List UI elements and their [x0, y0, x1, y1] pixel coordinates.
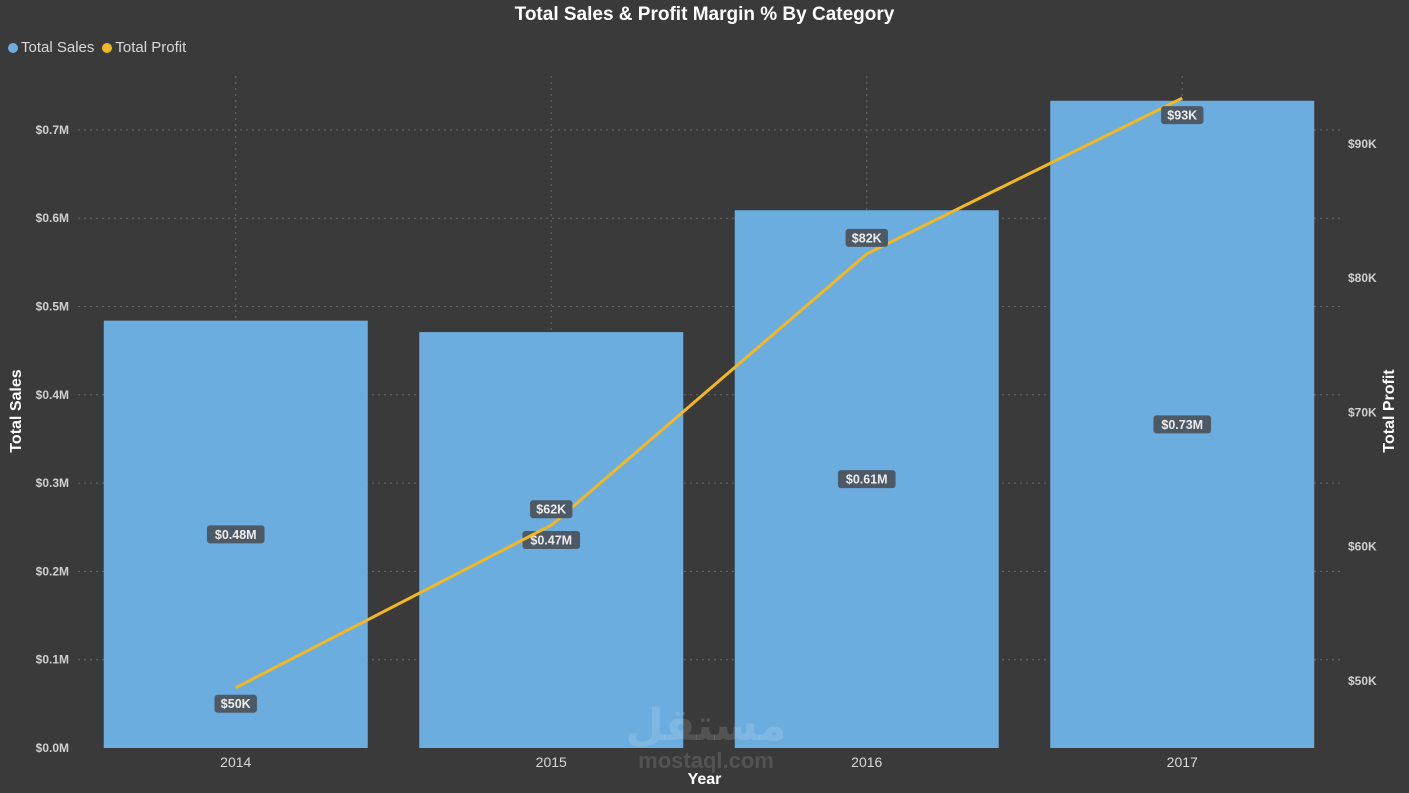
chart-title: Total Sales & Profit Margin % By Categor…: [514, 4, 895, 25]
line-total-profit: [235, 96, 1183, 690]
legend-label-total-profit: Total Profit: [115, 39, 187, 56]
watermark-logo: مستقل: [625, 701, 787, 750]
data-label-total-profit-bg: [845, 228, 888, 247]
legend-marker-total-profit: [102, 42, 113, 53]
data-label-total-sales: $0.48M: [215, 528, 257, 542]
y-tick-label-left: $0.0M: [36, 741, 69, 755]
data-label-total-profit-bg: [530, 500, 573, 519]
data-label-total-profit: $82K: [852, 231, 882, 245]
data-label-total-profit: $62K: [536, 503, 566, 517]
x-tick-label: 2016: [851, 754, 882, 770]
x-tick-label: 2015: [536, 754, 567, 770]
data-label-total-sales-bg: [1153, 415, 1212, 434]
data-label-total-profit: $93K: [1167, 109, 1197, 123]
y-tick-label-left: $0.6M: [36, 211, 69, 225]
data-label-total-sales: $0.73M: [1161, 418, 1203, 432]
legend: Total Sales Total Profit: [8, 39, 194, 56]
x-tick-label: 2017: [1167, 754, 1198, 770]
y-axis-title-right: Total Profit: [1381, 369, 1398, 453]
y-tick-label-left: $0.4M: [36, 388, 69, 402]
y-tick-label-right: $50K: [1348, 674, 1377, 688]
data-label-total-profit-bg: [1161, 106, 1204, 125]
data-label-total-sales-bg: [837, 470, 896, 489]
watermark-url: mostaql.com: [638, 748, 774, 773]
y-tick-label-right: $90K: [1348, 137, 1377, 151]
y-tick-label-right: $70K: [1348, 405, 1377, 419]
y-tick-label-left: $0.2M: [36, 564, 69, 578]
x-axis-title: Year: [687, 771, 722, 788]
y-axis-title-left: Total Sales: [8, 369, 25, 453]
y-tick-label-left: $0.5M: [36, 300, 69, 314]
legend-item-total-profit[interactable]: Total Profit: [102, 39, 186, 56]
data-label-total-sales-bg: [522, 531, 581, 550]
data-label-total-profit-bg: [214, 694, 257, 713]
y-tick-label-left: $0.1M: [36, 653, 69, 667]
data-label-total-sales: $0.61M: [846, 473, 888, 487]
legend-marker-total-sales: [8, 42, 18, 53]
y-tick-label-left: $0.7M: [36, 123, 69, 137]
y-tick-label-right: $80K: [1348, 271, 1377, 285]
legend-label-total-sales: Total Sales: [21, 39, 95, 56]
legend-item-total-sales[interactable]: Total Sales: [8, 39, 94, 56]
data-label-total-profit: $50K: [221, 697, 251, 711]
y-tick-label-right: $60K: [1348, 540, 1377, 554]
data-label-total-sales: $0.47M: [530, 534, 572, 548]
x-tick-label: 2014: [220, 754, 251, 770]
y-tick-label-left: $0.3M: [36, 476, 69, 490]
data-label-total-sales-bg: [206, 525, 265, 544]
